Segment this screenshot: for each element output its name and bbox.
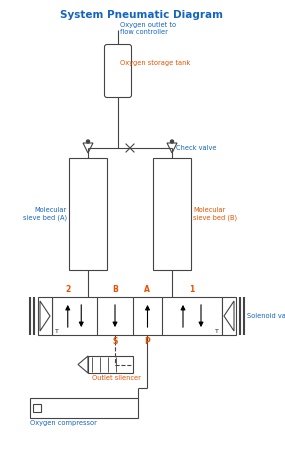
Text: System Pneumatic Diagram: System Pneumatic Diagram (60, 10, 223, 20)
Text: Outlet silencer: Outlet silencer (92, 375, 141, 381)
Bar (69, 158, 107, 270)
Bar (33, 404, 41, 412)
Bar (153, 158, 191, 270)
Bar (38, 297, 52, 335)
Text: T: T (55, 329, 59, 334)
Text: Oxygen storage tank: Oxygen storage tank (120, 60, 190, 66)
Text: S: S (112, 337, 118, 346)
Bar (222, 297, 236, 335)
Text: Check valve: Check valve (176, 145, 217, 151)
Text: Molecular
sieve bed (A): Molecular sieve bed (A) (23, 207, 67, 221)
Bar (88, 356, 133, 373)
Bar (52, 297, 222, 335)
Text: Molecular
sieve bed (B): Molecular sieve bed (B) (193, 207, 237, 221)
Text: Solenoid valve: Solenoid valve (247, 313, 285, 319)
Circle shape (87, 140, 89, 143)
Bar (30, 398, 138, 418)
Text: B: B (112, 285, 118, 294)
Text: 2: 2 (65, 285, 71, 294)
FancyBboxPatch shape (105, 44, 131, 98)
Text: T: T (215, 329, 219, 334)
Text: P: P (144, 337, 150, 346)
Text: 1: 1 (189, 285, 195, 294)
Text: A: A (144, 285, 150, 294)
Circle shape (170, 140, 174, 143)
Text: Oxygen outlet to
flow controller: Oxygen outlet to flow controller (120, 22, 176, 35)
Text: Oxygen compressor: Oxygen compressor (30, 420, 97, 426)
